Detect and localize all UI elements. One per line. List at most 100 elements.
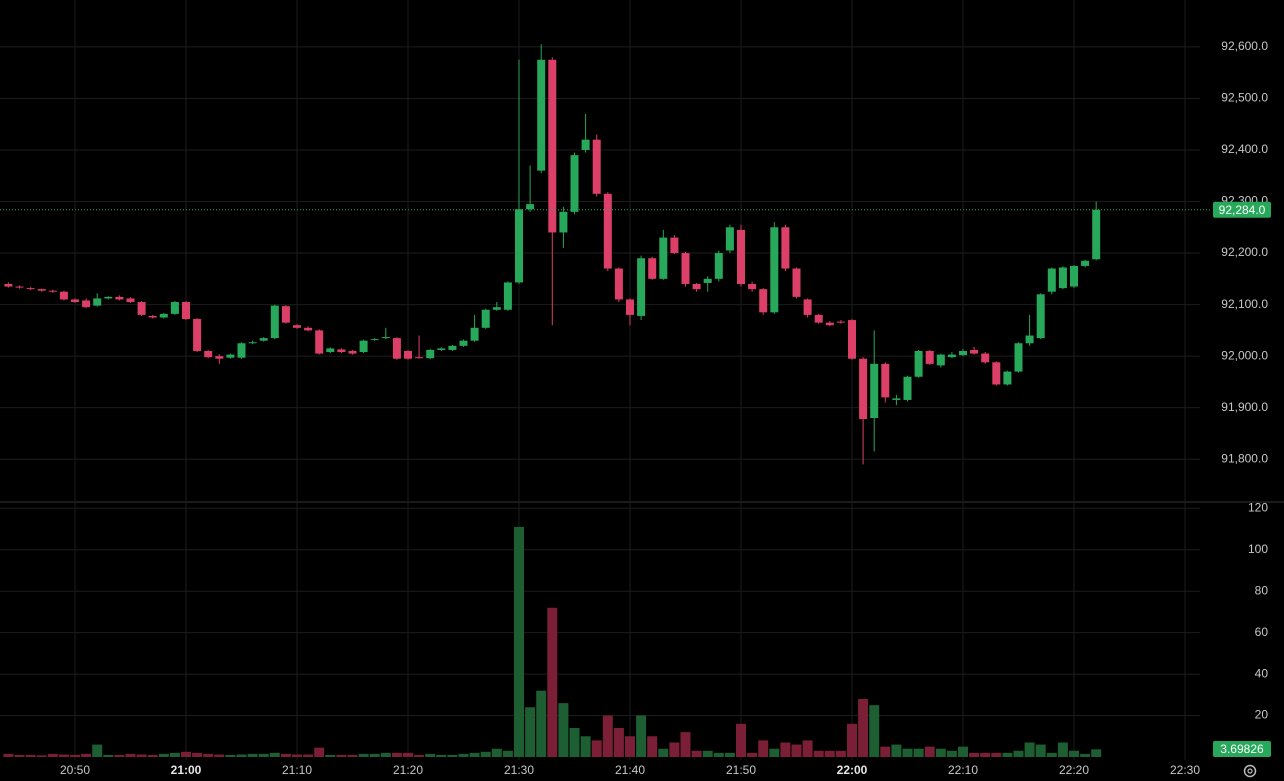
- candle-body: [947, 354, 956, 358]
- volume-bar: [70, 754, 80, 757]
- axis-layer: 20:50 21:00 21:10 21:20 21:30 21:40 21:50 22:00…: [0, 39, 1271, 777]
- candle-body: [304, 327, 313, 331]
- candle-body: [592, 139, 601, 194]
- volume-bar: [514, 526, 524, 757]
- volume-bar: [403, 752, 413, 757]
- candle-body: [825, 322, 834, 326]
- y-tick-label: 92,500.0: [1221, 91, 1268, 105]
- candle-body: [381, 337, 390, 339]
- volume-bar: [358, 753, 369, 757]
- volume-bar: [813, 750, 824, 757]
- candle-body: [248, 342, 257, 344]
- volume-bar: [303, 754, 314, 757]
- candle-body: [1092, 209, 1101, 260]
- candle-body: [925, 350, 934, 364]
- candle-body: [370, 339, 379, 341]
- volume-bar: [125, 753, 136, 757]
- candle-body: [692, 283, 701, 290]
- volume-bar: [292, 754, 302, 757]
- y-tick-label: 92,600.0: [1221, 39, 1268, 53]
- volume-bar: [869, 705, 880, 757]
- volume-bar: [314, 747, 325, 757]
- candle-body: [1036, 294, 1045, 339]
- volume-bar: [502, 750, 513, 757]
- volume-bar: [724, 752, 735, 757]
- candle-body: [603, 193, 612, 269]
- x-tick-label: 22:20: [1059, 763, 1089, 777]
- candle-body: [93, 298, 102, 306]
- candle-body: [226, 354, 235, 358]
- volume-bar: [458, 753, 469, 757]
- candle-body: [970, 349, 979, 354]
- grid-layer: [0, 0, 1200, 760]
- volume-bar: [835, 750, 846, 757]
- x-tick-label: 20:50: [60, 763, 90, 777]
- candle-body: [1014, 343, 1023, 372]
- x-tick-label: 22:00: [837, 763, 868, 777]
- volume-bar: [1046, 752, 1057, 757]
- candle-body: [626, 299, 634, 315]
- volume-bar: [147, 754, 158, 757]
- candle-body: [914, 350, 923, 377]
- volume-bar: [902, 748, 913, 757]
- volume-bar: [680, 732, 691, 757]
- candle-body: [737, 229, 745, 284]
- volume-bar: [958, 746, 968, 757]
- candle-body: [725, 227, 734, 251]
- volume-bar: [158, 753, 169, 757]
- candle-body: [859, 358, 868, 420]
- candle-body: [48, 290, 57, 292]
- candle-body: [170, 302, 179, 314]
- candle-body: [237, 343, 246, 358]
- candle-body: [903, 376, 912, 400]
- volume-bar: [369, 753, 380, 757]
- candle-body: [836, 321, 845, 323]
- volume-bar: [880, 746, 891, 757]
- marks-layer: [3, 44, 1102, 757]
- volume-bar: [269, 752, 280, 757]
- x-tick-label: 22:10: [948, 763, 978, 777]
- x-tick-label: 22:30: [1170, 763, 1200, 777]
- volume-bar: [1080, 753, 1091, 757]
- candle-body: [437, 348, 446, 350]
- volume-bar: [569, 727, 580, 757]
- candle-body: [792, 268, 801, 297]
- candle-body: [537, 59, 546, 171]
- candle-body: [215, 356, 224, 359]
- candle-body: [1025, 335, 1034, 344]
- volume-bar: [847, 723, 857, 757]
- candle-body: [614, 268, 623, 300]
- candle-body: [392, 338, 401, 359]
- volume-bar: [136, 754, 147, 757]
- volume-bar: [447, 754, 458, 757]
- candle-body: [26, 288, 35, 290]
- volume-bar: [225, 754, 236, 757]
- settings-icon[interactable]: [1243, 764, 1257, 778]
- volume-bar: [780, 742, 791, 757]
- volume-bar: [1024, 742, 1035, 757]
- volume-bar: [625, 736, 635, 757]
- candle-body: [492, 307, 501, 310]
- candle-body: [670, 237, 679, 254]
- volume-tick-label: 100: [1248, 542, 1268, 556]
- volume-bar: [1057, 742, 1068, 757]
- last-volume-label: 3.69826: [1220, 742, 1264, 756]
- candle-body: [148, 315, 157, 318]
- volume-bar: [691, 750, 702, 757]
- candle-body: [748, 283, 757, 290]
- volume-bar: [558, 703, 569, 757]
- volume-bar: [258, 753, 269, 757]
- settings-dot[interactable]: [1247, 768, 1253, 774]
- volume-bar: [802, 740, 813, 757]
- candle-body: [4, 283, 13, 287]
- candle-body: [515, 209, 523, 283]
- volume-bar: [547, 607, 558, 757]
- candle-body: [892, 398, 901, 400]
- settings-ring[interactable]: [1243, 764, 1257, 778]
- last-price-label: 92,284.0: [1219, 203, 1266, 217]
- candle-body: [459, 340, 468, 346]
- candle-body: [1081, 260, 1090, 266]
- candle-body: [581, 139, 590, 150]
- candle-body: [159, 313, 168, 318]
- candle-body: [448, 345, 457, 350]
